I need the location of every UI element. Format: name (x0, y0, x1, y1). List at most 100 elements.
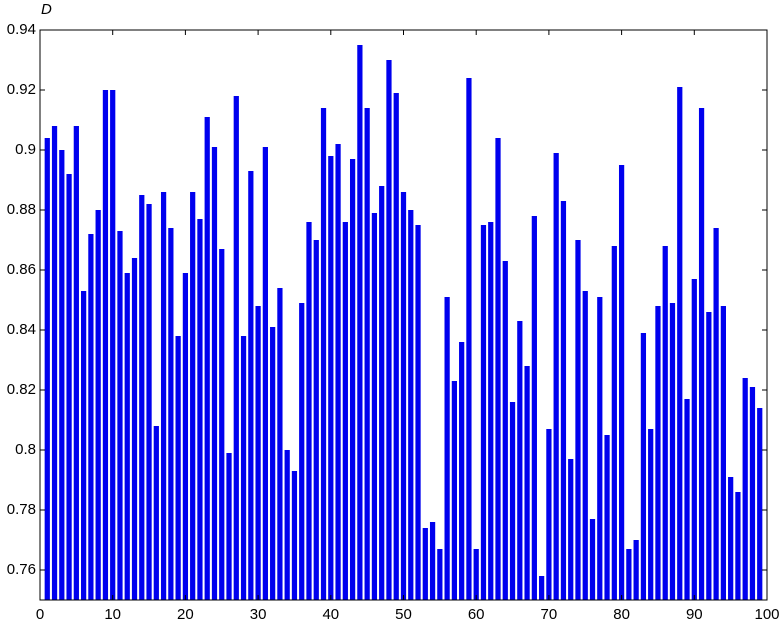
bar (633, 540, 639, 600)
bar (88, 234, 94, 600)
bar (648, 429, 654, 600)
bar (131, 258, 138, 600)
bar (560, 201, 567, 600)
bar (618, 165, 625, 600)
bar (517, 321, 523, 600)
y-tick-label: 0.76 (7, 561, 36, 578)
bar (219, 249, 225, 600)
bar (81, 291, 87, 600)
bar (757, 408, 763, 600)
bar (459, 342, 465, 600)
bar (233, 96, 239, 600)
bar (168, 228, 174, 600)
bar (146, 204, 152, 600)
y-tick-label: 0.9 (15, 141, 36, 158)
y-tick-label: 0.94 (7, 21, 36, 38)
bar (357, 45, 363, 600)
bar (277, 288, 283, 600)
bar (706, 312, 712, 600)
bar (509, 402, 516, 600)
bar (437, 549, 443, 600)
bar (480, 225, 487, 600)
bar (408, 210, 414, 600)
bar (124, 273, 130, 600)
bar (575, 240, 581, 600)
bar (248, 171, 254, 600)
bar (669, 303, 676, 600)
x-tick-label: 10 (104, 606, 121, 623)
bar (415, 225, 421, 600)
bar (655, 306, 661, 600)
bar (313, 240, 319, 600)
bar (386, 60, 392, 600)
y-tick-label: 0.86 (7, 261, 36, 278)
bar (342, 222, 348, 600)
bar (531, 216, 537, 600)
x-tick-label: 0 (36, 606, 44, 623)
y-axis-label: D (41, 1, 52, 18)
bar (524, 366, 530, 600)
bar (240, 336, 247, 600)
bar (320, 108, 327, 600)
bar (95, 210, 101, 600)
x-tick-label: 90 (686, 606, 703, 623)
bar (117, 231, 123, 600)
bar (364, 108, 370, 600)
y-tick-label: 0.84 (7, 321, 36, 338)
bar (713, 228, 719, 600)
bar (110, 90, 116, 600)
bar (640, 333, 647, 600)
y-tick-label: 0.82 (7, 381, 36, 398)
bar (73, 126, 79, 600)
bar (626, 549, 632, 600)
x-tick-label: 70 (541, 606, 558, 623)
x-tick-label: 30 (250, 606, 267, 623)
bar (422, 528, 428, 600)
bar (488, 222, 494, 600)
y-tick-label: 0.78 (7, 501, 36, 518)
y-tick-label: 0.92 (7, 81, 36, 98)
bar (684, 399, 690, 600)
bar (429, 522, 436, 600)
bar (720, 306, 726, 600)
bar (677, 87, 683, 600)
bar (284, 450, 290, 600)
bar (444, 297, 450, 600)
x-tick-label: 80 (613, 606, 630, 623)
bar (255, 306, 261, 600)
bar (51, 126, 58, 600)
bar (742, 378, 748, 600)
bar (582, 291, 588, 600)
x-tick-label: 50 (395, 606, 412, 623)
bar (175, 336, 181, 600)
x-tick-label: 100 (754, 606, 779, 623)
bar (473, 549, 479, 600)
bar (44, 138, 50, 600)
bar (502, 261, 508, 600)
bar (495, 138, 501, 600)
x-tick-label: 40 (322, 606, 339, 623)
bar (691, 279, 697, 600)
bar (66, 174, 72, 600)
bar (379, 186, 385, 600)
bar (328, 156, 334, 600)
bar (597, 297, 603, 600)
bar (735, 492, 741, 600)
bar (546, 429, 552, 600)
bar (197, 219, 203, 600)
bar (211, 147, 218, 600)
bar (400, 192, 407, 600)
bar (589, 519, 596, 600)
bar (59, 150, 65, 600)
y-tick-label: 0.88 (7, 201, 36, 218)
bar (568, 459, 574, 600)
bar (466, 78, 472, 600)
bar (553, 153, 559, 600)
bar (349, 159, 356, 600)
bar (160, 192, 167, 600)
bar (611, 246, 617, 600)
bar (306, 222, 312, 600)
bar (371, 213, 378, 600)
bar (451, 381, 458, 600)
